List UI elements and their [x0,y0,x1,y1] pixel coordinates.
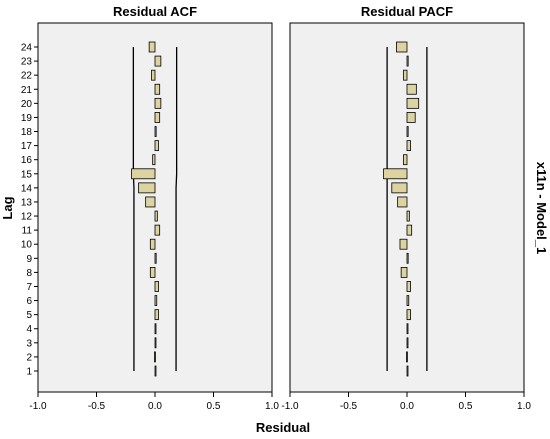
bar-lag-2 [154,351,156,363]
y-tick-label: 15 [21,169,33,180]
bar-lag-13 [145,196,156,208]
bar-lag-21 [154,83,161,95]
bar-lag-6 [406,295,410,306]
bar-lag-3 [154,337,157,349]
bar-lag-22 [151,69,156,81]
bar-lag-23 [406,55,409,67]
x-tick-label: 0.5 [459,401,473,412]
x-tick-label: 0.0 [148,401,162,412]
y-tick-label: 22 [21,71,33,82]
y-tick-label: 4 [26,324,32,335]
bar-lag-12 [154,210,158,222]
upper-confidence-limit [175,47,178,371]
bar-lag-10 [399,238,408,250]
lower-confidence-limit [132,47,135,371]
panel-title: Residual ACF [113,4,197,19]
bar-lag-16 [152,154,156,166]
y-tick-label: 2 [26,352,32,363]
x-tick-label: 1.0 [517,401,531,412]
y-tick-label: 13 [21,197,33,208]
bar-lag-7 [154,281,159,292]
bar-lag-24 [148,41,156,53]
panels-layer: Residual ACF-1.0 -0.5 0.0 0.5 1.012345678910… [21,4,532,412]
bar-lag-17 [154,140,159,152]
bar-lag-3 [406,337,409,349]
row-label: x11n - Model_1 [534,162,549,254]
bar-lag-5 [154,309,159,321]
y-tick-label: 16 [21,155,33,166]
bar-lag-14 [391,182,408,194]
y-tick-label: 10 [21,240,33,251]
y-tick-label: 19 [21,113,33,124]
bar-lag-19 [154,112,161,123]
bar-lag-4 [154,323,157,335]
bar-lag-9 [154,252,157,264]
bar-lag-15 [383,168,408,180]
bar-lag-20 [406,97,420,109]
y-tick-label: 3 [26,338,32,349]
x-tick-label: 1.0 [265,401,279,412]
bar-lag-21 [406,83,417,95]
panel-2: Residual PACF -1.0 -0.5 0.0 0.5 1.0 [281,4,531,412]
x-axis-title: Residual [256,420,310,435]
bar-lag-11 [406,224,413,236]
panel-title: Residual PACF [361,4,453,19]
y-tick-label: 7 [26,282,32,293]
y-tick-label: 1 [26,367,32,378]
bar-lag-18 [406,126,409,137]
x-tick-label: -1.0 [281,401,299,412]
y-tick-label: 9 [26,254,32,265]
y-tick-label: 12 [21,212,33,223]
bar-lag-8 [149,266,156,278]
bar-lag-14 [138,182,156,194]
y-tick-label: 5 [26,310,32,321]
x-tick-label: -0.5 [88,401,106,412]
y-tick-label: 23 [21,57,33,68]
y-tick-label: 8 [26,268,32,279]
bar-lag-22 [403,69,408,81]
bar-lag-7 [406,281,411,292]
y-tick-label: 20 [21,99,33,110]
panel-1: Residual ACF-1.0 -0.5 0.0 0.5 1.012345678910… [21,4,280,412]
bar-lag-20 [154,97,162,109]
bar-lag-4 [406,323,409,335]
x-tick-label: -0.5 [340,401,358,412]
bar-lag-16 [403,154,408,166]
y-tick-label: 14 [21,183,33,194]
bar-lag-13 [397,196,408,208]
y-tick-label: 24 [21,43,33,54]
bar-lag-12 [406,210,410,222]
bar-lag-6 [154,295,158,306]
y-tick-label: 17 [21,141,33,152]
x-tick-label: 0.5 [207,401,221,412]
bar-lag-5 [406,309,411,321]
y-tick-label: 6 [26,296,32,307]
bar-lag-11 [154,224,161,236]
bar-lag-17 [406,140,411,152]
y-tick-label: 11 [22,226,33,237]
bar-lag-10 [149,238,156,250]
bar-lag-18 [154,126,157,137]
bar-lag-19 [406,112,416,123]
bar-lag-2 [406,351,408,363]
bar-lag-23 [154,55,162,67]
bar-lag-1 [406,365,409,377]
bar-lag-1 [154,365,157,377]
bar-lag-15 [131,168,156,180]
x-tick-label: -1.0 [29,401,47,412]
y-axis-title: Lag [0,196,15,219]
y-tick-label: 18 [21,127,33,138]
bar-lag-8 [400,266,408,278]
bar-lag-9 [406,252,409,264]
bar-lag-24 [396,41,408,53]
y-tick-label: 21 [21,85,33,96]
x-tick-label: 0.0 [400,401,414,412]
